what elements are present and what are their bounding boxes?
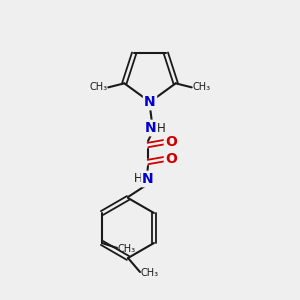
Text: CH₃: CH₃ — [118, 244, 136, 254]
Text: O: O — [165, 152, 177, 166]
Text: N: N — [142, 172, 154, 186]
Text: H: H — [134, 172, 142, 185]
Text: O: O — [165, 135, 177, 149]
Text: N: N — [144, 95, 156, 109]
Text: CH₃: CH₃ — [193, 82, 211, 92]
Text: N: N — [145, 121, 157, 135]
Text: CH₃: CH₃ — [89, 82, 107, 92]
Text: CH₃: CH₃ — [141, 268, 159, 278]
Text: H: H — [157, 122, 165, 136]
